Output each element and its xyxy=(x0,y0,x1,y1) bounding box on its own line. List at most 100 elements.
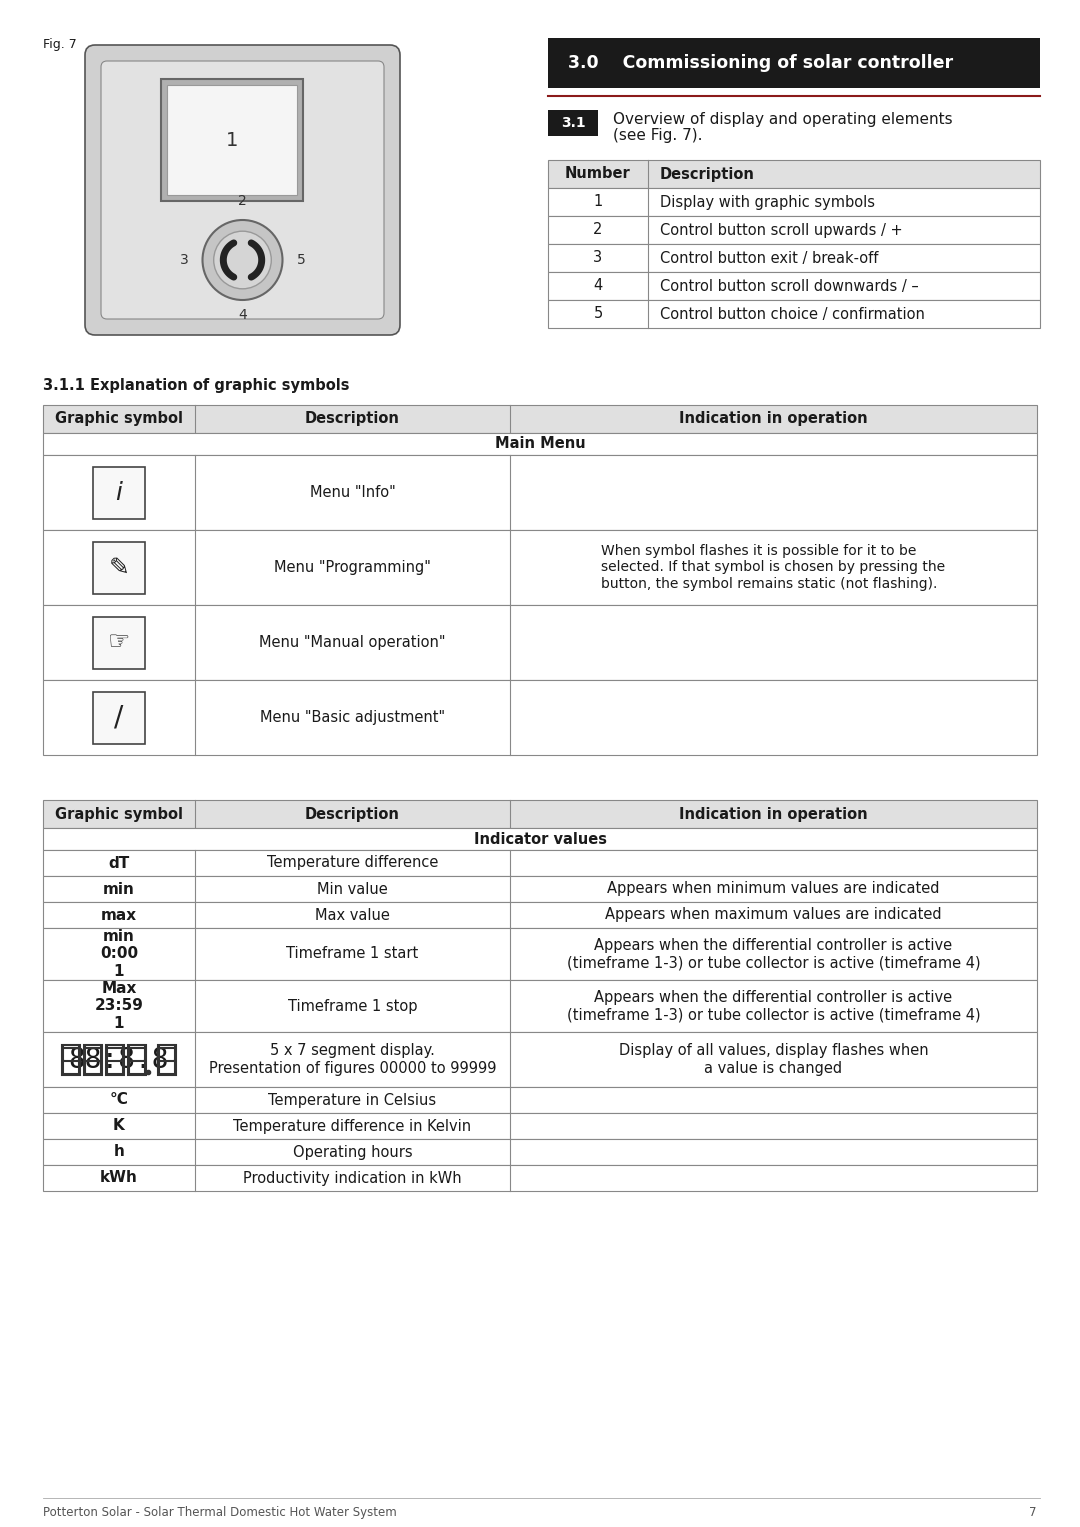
Text: Temperature in Celsius: Temperature in Celsius xyxy=(269,1092,436,1107)
Text: Menu "Info": Menu "Info" xyxy=(310,486,395,499)
Bar xyxy=(62,1044,80,1075)
Bar xyxy=(43,605,1037,680)
Text: Appears when the differential controller is active
(timeframe 1-3) or tube colle: Appears when the differential controller… xyxy=(567,989,981,1022)
Text: Main Menu: Main Menu xyxy=(495,437,585,452)
Circle shape xyxy=(203,220,283,299)
Bar xyxy=(548,188,1040,215)
Text: min
0:00
1: min 0:00 1 xyxy=(100,928,138,979)
Text: dT: dT xyxy=(108,855,130,870)
Bar xyxy=(161,79,303,202)
Bar xyxy=(43,455,1037,530)
Text: Menu "Manual operation": Menu "Manual operation" xyxy=(259,635,446,651)
Text: 3.1.1 Explanation of graphic symbols: 3.1.1 Explanation of graphic symbols xyxy=(43,379,350,392)
Text: 3.1: 3.1 xyxy=(561,116,585,130)
Text: Graphic symbol: Graphic symbol xyxy=(55,806,183,822)
Text: min: min xyxy=(103,881,135,896)
Text: 1: 1 xyxy=(226,130,239,150)
Bar xyxy=(548,215,1040,244)
Text: Display with graphic symbols: Display with graphic symbols xyxy=(660,194,875,209)
Text: max: max xyxy=(100,907,137,922)
Bar xyxy=(43,828,1037,851)
Text: kWh: kWh xyxy=(100,1171,138,1185)
Bar xyxy=(548,299,1040,328)
Text: When symbol flashes it is possible for it to be
selected. If that symbol is chos: When symbol flashes it is possible for i… xyxy=(602,544,946,591)
Bar xyxy=(43,851,1037,876)
Text: 4: 4 xyxy=(593,278,603,293)
Bar xyxy=(43,876,1037,902)
Text: 3: 3 xyxy=(593,250,603,266)
Bar xyxy=(43,530,1037,605)
Text: 3: 3 xyxy=(179,253,189,267)
Bar xyxy=(43,1087,1037,1113)
Bar xyxy=(43,800,1037,828)
Text: 4: 4 xyxy=(238,308,247,322)
Text: Timeframe 1 start: Timeframe 1 start xyxy=(286,947,419,962)
Text: h: h xyxy=(113,1145,124,1159)
Text: Graphic symbol: Graphic symbol xyxy=(55,411,183,426)
Text: Temperature difference: Temperature difference xyxy=(267,855,438,870)
Text: Appears when the differential controller is active
(timeframe 1-3) or tube colle: Appears when the differential controller… xyxy=(567,938,981,970)
Bar xyxy=(548,244,1040,272)
Bar xyxy=(43,1165,1037,1191)
Text: /: / xyxy=(114,704,124,731)
Text: °C: °C xyxy=(109,1092,129,1107)
Bar xyxy=(43,980,1037,1032)
Text: Indication in operation: Indication in operation xyxy=(679,806,868,822)
Text: Control button choice / confirmation: Control button choice / confirmation xyxy=(660,307,924,322)
Text: Appears when minimum values are indicated: Appears when minimum values are indicate… xyxy=(607,881,940,896)
Bar xyxy=(93,542,145,594)
Text: Fig. 7: Fig. 7 xyxy=(43,38,77,50)
FancyBboxPatch shape xyxy=(102,61,384,319)
Text: Description: Description xyxy=(660,166,755,182)
Text: Indicator values: Indicator values xyxy=(473,832,607,846)
Text: 2: 2 xyxy=(238,194,247,208)
FancyBboxPatch shape xyxy=(85,44,400,334)
Text: Appears when maximum values are indicated: Appears when maximum values are indicate… xyxy=(605,907,942,922)
Text: Productivity indication in kWh: Productivity indication in kWh xyxy=(243,1171,462,1185)
Text: Control button scroll upwards / +: Control button scroll upwards / + xyxy=(660,223,903,238)
Text: Display of all values, display flashes when
a value is changed: Display of all values, display flashes w… xyxy=(619,1043,929,1075)
Bar xyxy=(43,405,1037,434)
Text: (see Fig. 7).: (see Fig. 7). xyxy=(613,128,702,144)
Text: 3.0    Commissioning of solar controller: 3.0 Commissioning of solar controller xyxy=(568,53,954,72)
Text: Description: Description xyxy=(305,806,400,822)
Bar xyxy=(548,38,1040,89)
Bar xyxy=(43,1032,1037,1087)
Bar xyxy=(43,680,1037,754)
Text: Description: Description xyxy=(305,411,400,426)
Text: Max value: Max value xyxy=(315,907,390,922)
Text: 5: 5 xyxy=(593,307,603,322)
Bar xyxy=(43,1139,1037,1165)
Text: 2: 2 xyxy=(593,223,603,238)
Circle shape xyxy=(214,231,271,289)
Text: 5 x 7 segment display.
Presentation of figures 00000 to 99999: 5 x 7 segment display. Presentation of f… xyxy=(208,1043,496,1075)
Text: Max
23:59
1: Max 23:59 1 xyxy=(95,982,144,1031)
Text: 88:8.8: 88:8.8 xyxy=(69,1046,170,1073)
Text: Temperature difference in Kelvin: Temperature difference in Kelvin xyxy=(233,1118,472,1133)
Text: Control button exit / break-off: Control button exit / break-off xyxy=(660,250,878,266)
Text: i: i xyxy=(116,481,122,504)
Text: Potterton Solar - Solar Thermal Domestic Hot Water System: Potterton Solar - Solar Thermal Domestic… xyxy=(43,1506,396,1519)
Bar xyxy=(158,1044,176,1075)
Bar xyxy=(43,928,1037,980)
Bar xyxy=(43,434,1037,455)
Text: Number: Number xyxy=(565,166,631,182)
Text: 1: 1 xyxy=(593,194,603,209)
Text: Control button scroll downwards / –: Control button scroll downwards / – xyxy=(660,278,919,293)
Bar xyxy=(43,902,1037,928)
Text: ✎: ✎ xyxy=(108,556,130,580)
Bar xyxy=(43,1113,1037,1139)
Text: 7: 7 xyxy=(1029,1506,1037,1519)
Bar xyxy=(93,692,145,744)
Bar xyxy=(93,617,145,669)
Text: K: K xyxy=(113,1118,125,1133)
Bar xyxy=(129,1044,146,1075)
Bar xyxy=(106,1044,124,1075)
Text: Menu "Basic adjustment": Menu "Basic adjustment" xyxy=(260,710,445,725)
Bar xyxy=(548,160,1040,188)
Bar xyxy=(167,86,297,195)
Bar xyxy=(84,1044,102,1075)
Text: Menu "Programming": Menu "Programming" xyxy=(274,560,431,576)
Text: Overview of display and operating elements: Overview of display and operating elemen… xyxy=(613,111,953,127)
Text: Indication in operation: Indication in operation xyxy=(679,411,868,426)
